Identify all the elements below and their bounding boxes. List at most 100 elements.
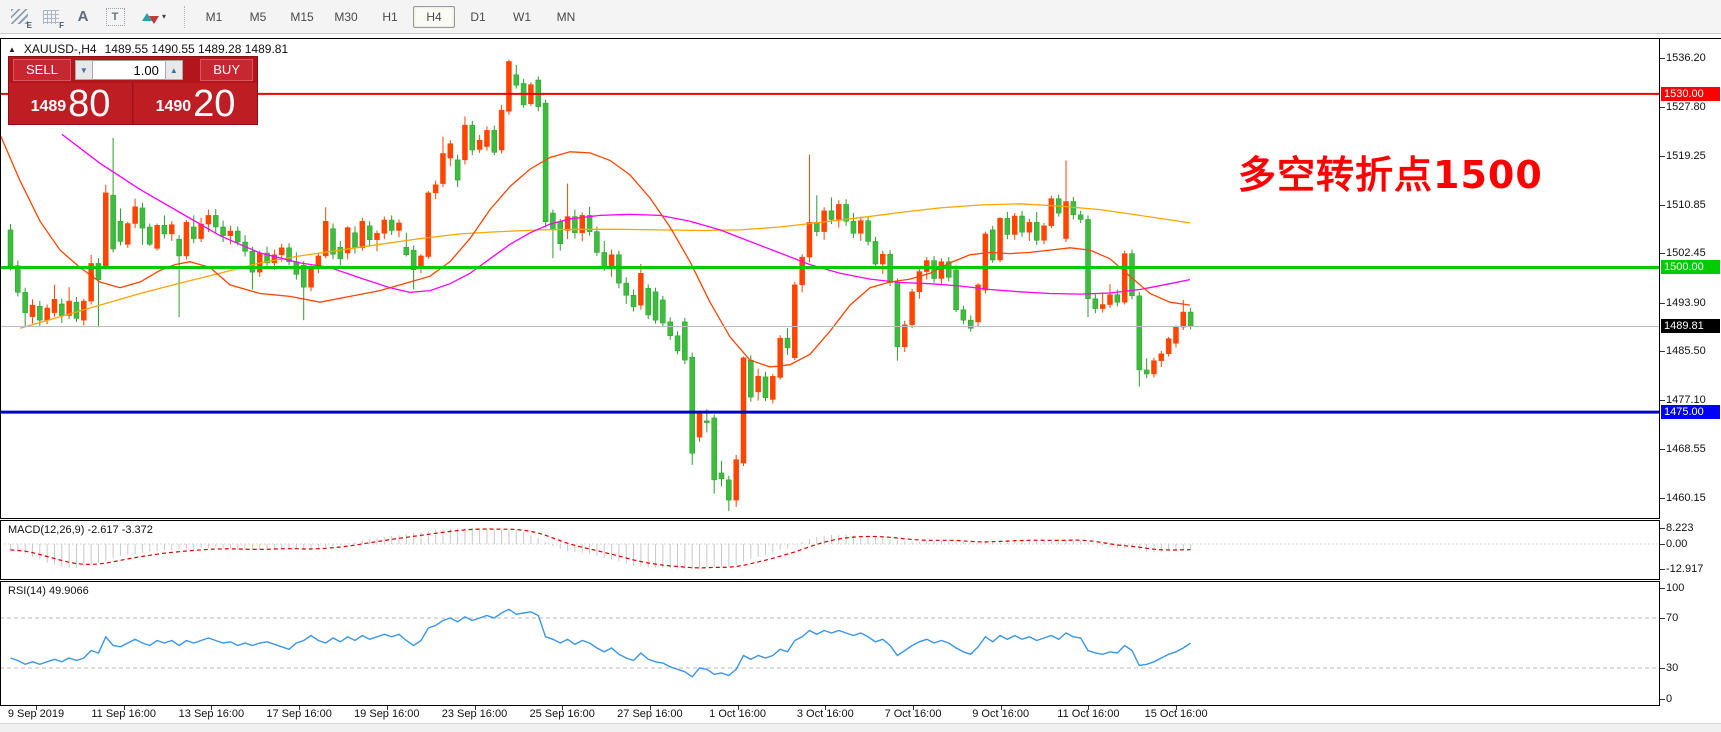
time-tick — [123, 706, 125, 710]
time-axis-label: 27 Sep 16:00 — [617, 708, 683, 720]
timeframe-M1[interactable]: M1 — [205, 9, 223, 24]
rsi-tick — [1660, 588, 1665, 589]
macd-canvas[interactable] — [0, 520, 1660, 580]
price-tick — [1660, 156, 1665, 158]
time-axis-label: 11 Sep 16:00 — [91, 708, 156, 720]
price-tick-label: 1527.80 — [1666, 100, 1706, 113]
price-tick-label: 1536.20 — [1666, 52, 1706, 64]
macd-tick-label: -12.917 — [1666, 563, 1704, 576]
timeframe-W1[interactable]: W1 — [513, 9, 531, 24]
arrow-down-icon: ▼ — [79, 65, 88, 75]
price-tick-label: 1468.55 — [1666, 443, 1706, 456]
price-tick — [1660, 498, 1665, 500]
time-axis-label: 3 Oct 16:00 — [796, 708, 854, 720]
rsi-tick — [1660, 699, 1665, 700]
rsi-label: RSI(14) 49.9066 — [8, 585, 89, 597]
macd-tick — [1660, 544, 1665, 545]
symbol-ohlc-readout: ▲ XAUUSD-,H4 1489.55 1490.55 1489.28 148… — [8, 42, 288, 56]
time-axis-label: 25 Sep 16:00 — [529, 708, 595, 720]
ohlc-values: 1489.55 1490.55 1489.28 1489.81 — [104, 42, 289, 56]
price-tick-label: 1502.45 — [1666, 247, 1706, 260]
price-tick — [1660, 351, 1665, 353]
grid-icon[interactable]: F — [38, 5, 64, 30]
level-price-label: 1530.00 — [1661, 86, 1720, 101]
buy-button[interactable]: BUY — [200, 59, 253, 81]
time-axis-label: 13 Sep 16:00 — [178, 708, 245, 720]
indicators-icon[interactable]: E — [6, 5, 32, 30]
time-axis-label: 15 Oct 16:00 — [1144, 708, 1208, 720]
timeframe-M5[interactable]: M5 — [249, 9, 267, 24]
price-tick-label: 1519.25 — [1666, 150, 1706, 163]
dropdown-caret-icon: ▾ — [161, 12, 166, 21]
time-tick — [562, 706, 564, 710]
collapse-panel-icon[interactable]: ▲ — [8, 44, 16, 54]
symbol-label: XAUUSD-,H4 — [23, 42, 97, 56]
volume-down-button[interactable]: ▼ — [74, 60, 93, 80]
volume-stepper: ▼ ▲ — [74, 60, 196, 80]
timeframe-group: M1 M5 M15 M30 H1 H4 D1 W1 MN — [192, 5, 588, 28]
chart-annotation: 多空转折点1500 — [1238, 153, 1543, 197]
time-tick — [386, 706, 388, 710]
main-chart-canvas[interactable] — [0, 38, 1660, 519]
rsi-tick-label: 100 — [1666, 582, 1685, 594]
timeframe-D1[interactable]: D1 — [470, 9, 486, 24]
timeframe-H1[interactable]: H1 — [382, 9, 398, 24]
time-axis-label: 1 Oct 16:00 — [709, 708, 767, 720]
time-axis-label: 9 Oct 16:00 — [972, 708, 1030, 720]
macd-tick-label: 0.00 — [1666, 538, 1688, 550]
toolbar: E F A T ▾ M1 M5 M15 M30 H1 H4 D1 W1 MN — [0, 0, 1721, 34]
buy-price-small: 1490 — [155, 98, 192, 115]
time-axis-label: 17 Sep 16:00 — [266, 708, 332, 720]
time-tick — [474, 706, 476, 710]
sell-button[interactable]: SELL — [13, 59, 71, 81]
macd-tick — [1660, 527, 1665, 529]
timeframe-MN[interactable]: MN — [556, 9, 576, 24]
text-box-icon[interactable]: T — [102, 5, 128, 29]
price-tick-label: 1477.10 — [1666, 394, 1706, 407]
price-tick-label: 1510.85 — [1666, 198, 1706, 211]
rsi-canvas[interactable] — [0, 581, 1660, 706]
time-tick — [649, 706, 651, 710]
one-click-trading-panel: SELL ▼ ▲ BUY 1489 80 1490 20 — [8, 56, 258, 125]
price-tick — [1660, 253, 1665, 255]
sell-price-big: 80 — [68, 83, 111, 125]
rsi-tick-label: 30 — [1666, 662, 1679, 674]
time-tick — [825, 706, 827, 710]
rsi-tick-label: 0 — [1666, 693, 1673, 705]
time-tick — [737, 706, 739, 710]
time-tick — [36, 706, 37, 710]
text-label-icon[interactable]: A — [77, 8, 89, 25]
rsi-tick — [1660, 618, 1665, 619]
time-tick — [1088, 706, 1090, 710]
time-axis-label: 19 Sep 16:00 — [354, 708, 420, 720]
time-axis-label: 23 Sep 16:00 — [441, 708, 508, 720]
objects-icon[interactable]: ▾ — [134, 5, 174, 29]
rsi-tick-label: 70 — [1666, 612, 1679, 624]
time-tick — [299, 706, 301, 710]
price-axis[interactable] — [1660, 38, 1721, 722]
volume-up-button[interactable]: ▲ — [164, 60, 183, 80]
time-axis-label: 7 Oct 16:00 — [884, 708, 942, 720]
current-price-label: 1489.81 — [1661, 319, 1720, 334]
buy-price-big: 20 — [193, 83, 236, 125]
level-price-label: 1475.00 — [1661, 405, 1720, 420]
time-tick — [1176, 706, 1178, 710]
timeframe-M15[interactable]: M15 — [290, 9, 314, 24]
sell-price-small: 1489 — [30, 98, 67, 115]
toolbar-separator — [184, 5, 186, 28]
rsi-tick — [1660, 668, 1665, 669]
status-bar — [0, 723, 1721, 732]
arrow-up-icon: ▲ — [169, 65, 178, 75]
timeframe-H4[interactable]: H4 — [413, 5, 455, 28]
macd-label: MACD(12,26,9) -2.617 -3.372 — [8, 524, 153, 536]
volume-input[interactable] — [92, 60, 165, 80]
price-tick — [1660, 449, 1665, 451]
timeframe-M30[interactable]: M30 — [334, 9, 358, 24]
buy-price-button[interactable]: 1490 20 — [134, 83, 257, 124]
time-tick — [211, 706, 213, 710]
time-tick — [1000, 706, 1002, 710]
price-tick — [1660, 106, 1665, 108]
macd-tick-label: 8.223 — [1666, 521, 1694, 534]
sell-price-button[interactable]: 1489 80 — [9, 83, 133, 124]
